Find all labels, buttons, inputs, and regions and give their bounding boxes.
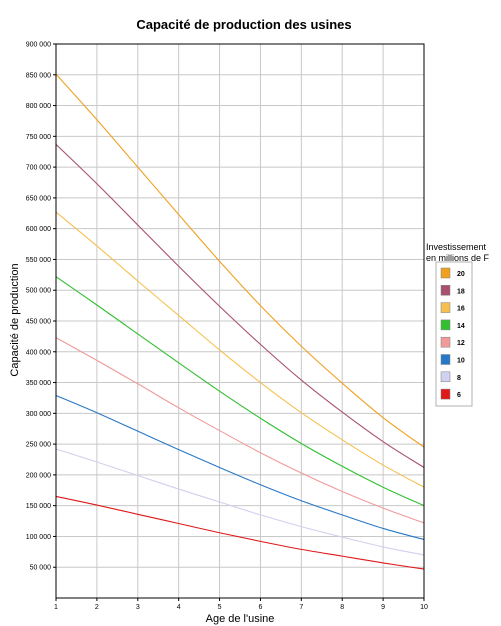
series-line-6 [55, 495, 425, 570]
series-line-20 [55, 73, 425, 448]
x-tick-label: 2 [95, 604, 99, 611]
series-line-16 [55, 211, 425, 488]
series-lines [55, 73, 425, 570]
x-tick-label: 7 [299, 604, 303, 611]
legend-swatch-16 [440, 302, 451, 313]
y-tick-label: 650 000 [26, 195, 51, 202]
y-tick-label: 200 000 [26, 472, 51, 479]
y-tick-label: 100 000 [26, 534, 51, 541]
chart-title: Capacité de production des usines [136, 17, 351, 32]
legend-swatch-12 [440, 336, 451, 348]
y-tick-label: 300 000 [26, 411, 51, 418]
series-line-8 [55, 448, 425, 556]
legend-label-14: 14 [457, 323, 465, 330]
x-tick-label: 6 [258, 604, 262, 611]
x-axis-label: Age de l'usine [206, 613, 275, 625]
legend-swatch-6 [440, 388, 451, 400]
legend-label-18: 18 [457, 288, 465, 295]
legend-swatch-10 [440, 354, 451, 365]
grid [55, 43, 425, 598]
x-tick-label: 9 [381, 604, 385, 611]
x-tick-label: 4 [177, 604, 181, 611]
y-tick-label: 850 000 [26, 72, 51, 79]
x-tick-label: 8 [340, 604, 344, 611]
y-tick-label: 600 000 [26, 226, 51, 233]
legend-swatch-18 [440, 285, 451, 296]
y-axis-ticks: 50 000 100 000 150 000 200 000 250 000 300 00… [26, 42, 56, 572]
y-tick-label: 400 000 [26, 349, 51, 356]
y-tick-label: 500 000 [26, 288, 51, 295]
x-axis-ticks: 1 2 3 4 5 6 7 8 9 10 [54, 598, 428, 611]
legend-label-12: 12 [457, 340, 465, 347]
y-tick-label: 350 000 [26, 380, 51, 387]
legend-label-20: 20 [457, 271, 465, 278]
y-tick-label: 900 000 [26, 42, 51, 49]
y-tick-label: 750 000 [26, 134, 51, 141]
y-tick-label: 250 000 [26, 442, 51, 449]
legend-label-16: 16 [457, 306, 465, 313]
legend-swatch-20 [440, 267, 451, 279]
legend-swatch-8 [440, 371, 451, 383]
y-tick-label: 50 000 [30, 565, 52, 572]
y-tick-label: 800 000 [26, 103, 51, 110]
legend-title-line1: Investissement [426, 242, 487, 252]
legend-swatch-14 [440, 319, 451, 331]
x-tick-label: 5 [218, 604, 222, 611]
legend: Investissement en millions de F 20 18 16 14… [426, 242, 490, 407]
y-tick-label: 150 000 [26, 503, 51, 510]
series-line-14 [55, 276, 425, 507]
x-tick-label: 3 [136, 604, 140, 611]
legend-label-6: 6 [457, 392, 461, 399]
legend-label-10: 10 [457, 358, 465, 365]
y-tick-label: 550 000 [26, 257, 51, 264]
y-tick-label: 700 000 [26, 165, 51, 172]
series-line-12 [55, 337, 425, 524]
y-axis-label: Capacité de production [9, 263, 21, 376]
x-tick-label: 10 [420, 604, 428, 611]
x-tick-label: 1 [54, 604, 58, 611]
legend-title-line2: en millions de F [426, 253, 490, 263]
series-line-18 [55, 143, 425, 468]
legend-label-8: 8 [457, 375, 461, 382]
legend-box [435, 261, 473, 407]
series-line-10 [55, 394, 425, 541]
legend-items: 20 18 16 14 12 10 8 6 [440, 267, 465, 400]
y-tick-label: 450 000 [26, 319, 51, 326]
